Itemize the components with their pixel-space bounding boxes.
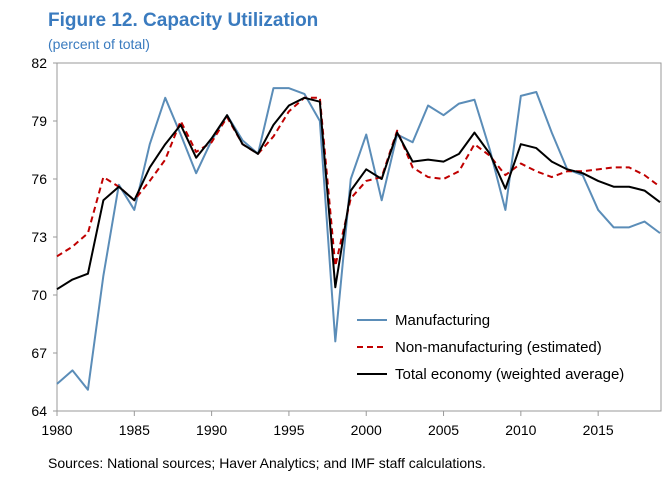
x-tick-label: 2000	[351, 422, 382, 438]
legend-label: Total economy (weighted average)	[395, 366, 624, 383]
x-tick-label: 2015	[583, 422, 614, 438]
y-tick-label: 64	[31, 403, 47, 419]
y-tick-label: 67	[31, 345, 47, 361]
y-tick-label: 70	[31, 287, 47, 303]
chart-title: Figure 12. Capacity Utilization	[48, 10, 318, 31]
y-tick-label: 73	[31, 229, 47, 245]
y-tick-label: 76	[31, 171, 47, 187]
source-note: Sources: National sources; Haver Analyti…	[48, 455, 486, 471]
x-tick-label: 1995	[273, 422, 304, 438]
legend-label: Manufacturing	[395, 312, 490, 329]
series-line	[56, 96, 661, 267]
x-tick-label: 1985	[119, 422, 150, 438]
legend-label: Non-manufacturing (estimated)	[395, 339, 602, 356]
y-tick-label: 79	[31, 113, 47, 129]
series-line	[56, 96, 661, 291]
x-tick-label: 2005	[428, 422, 459, 438]
series-line	[56, 87, 661, 391]
x-tick-label: 1990	[196, 422, 227, 438]
chart-subtitle: (percent of total)	[48, 36, 150, 52]
x-tick-label: 2010	[505, 422, 536, 438]
y-tick-label: 82	[31, 55, 47, 71]
plot-frame	[56, 62, 662, 412]
x-tick-label: 1980	[41, 422, 72, 438]
